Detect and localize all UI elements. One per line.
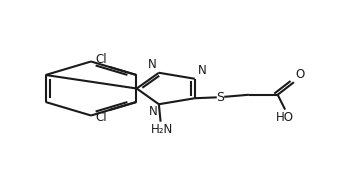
Text: Cl: Cl <box>96 111 107 124</box>
Text: HO: HO <box>276 111 294 124</box>
Text: N: N <box>147 58 156 71</box>
Text: N: N <box>149 105 158 118</box>
Text: S: S <box>216 91 224 104</box>
Text: O: O <box>296 68 305 81</box>
Text: N: N <box>197 64 206 77</box>
Text: H₂N: H₂N <box>151 123 173 136</box>
Text: Cl: Cl <box>96 53 107 66</box>
